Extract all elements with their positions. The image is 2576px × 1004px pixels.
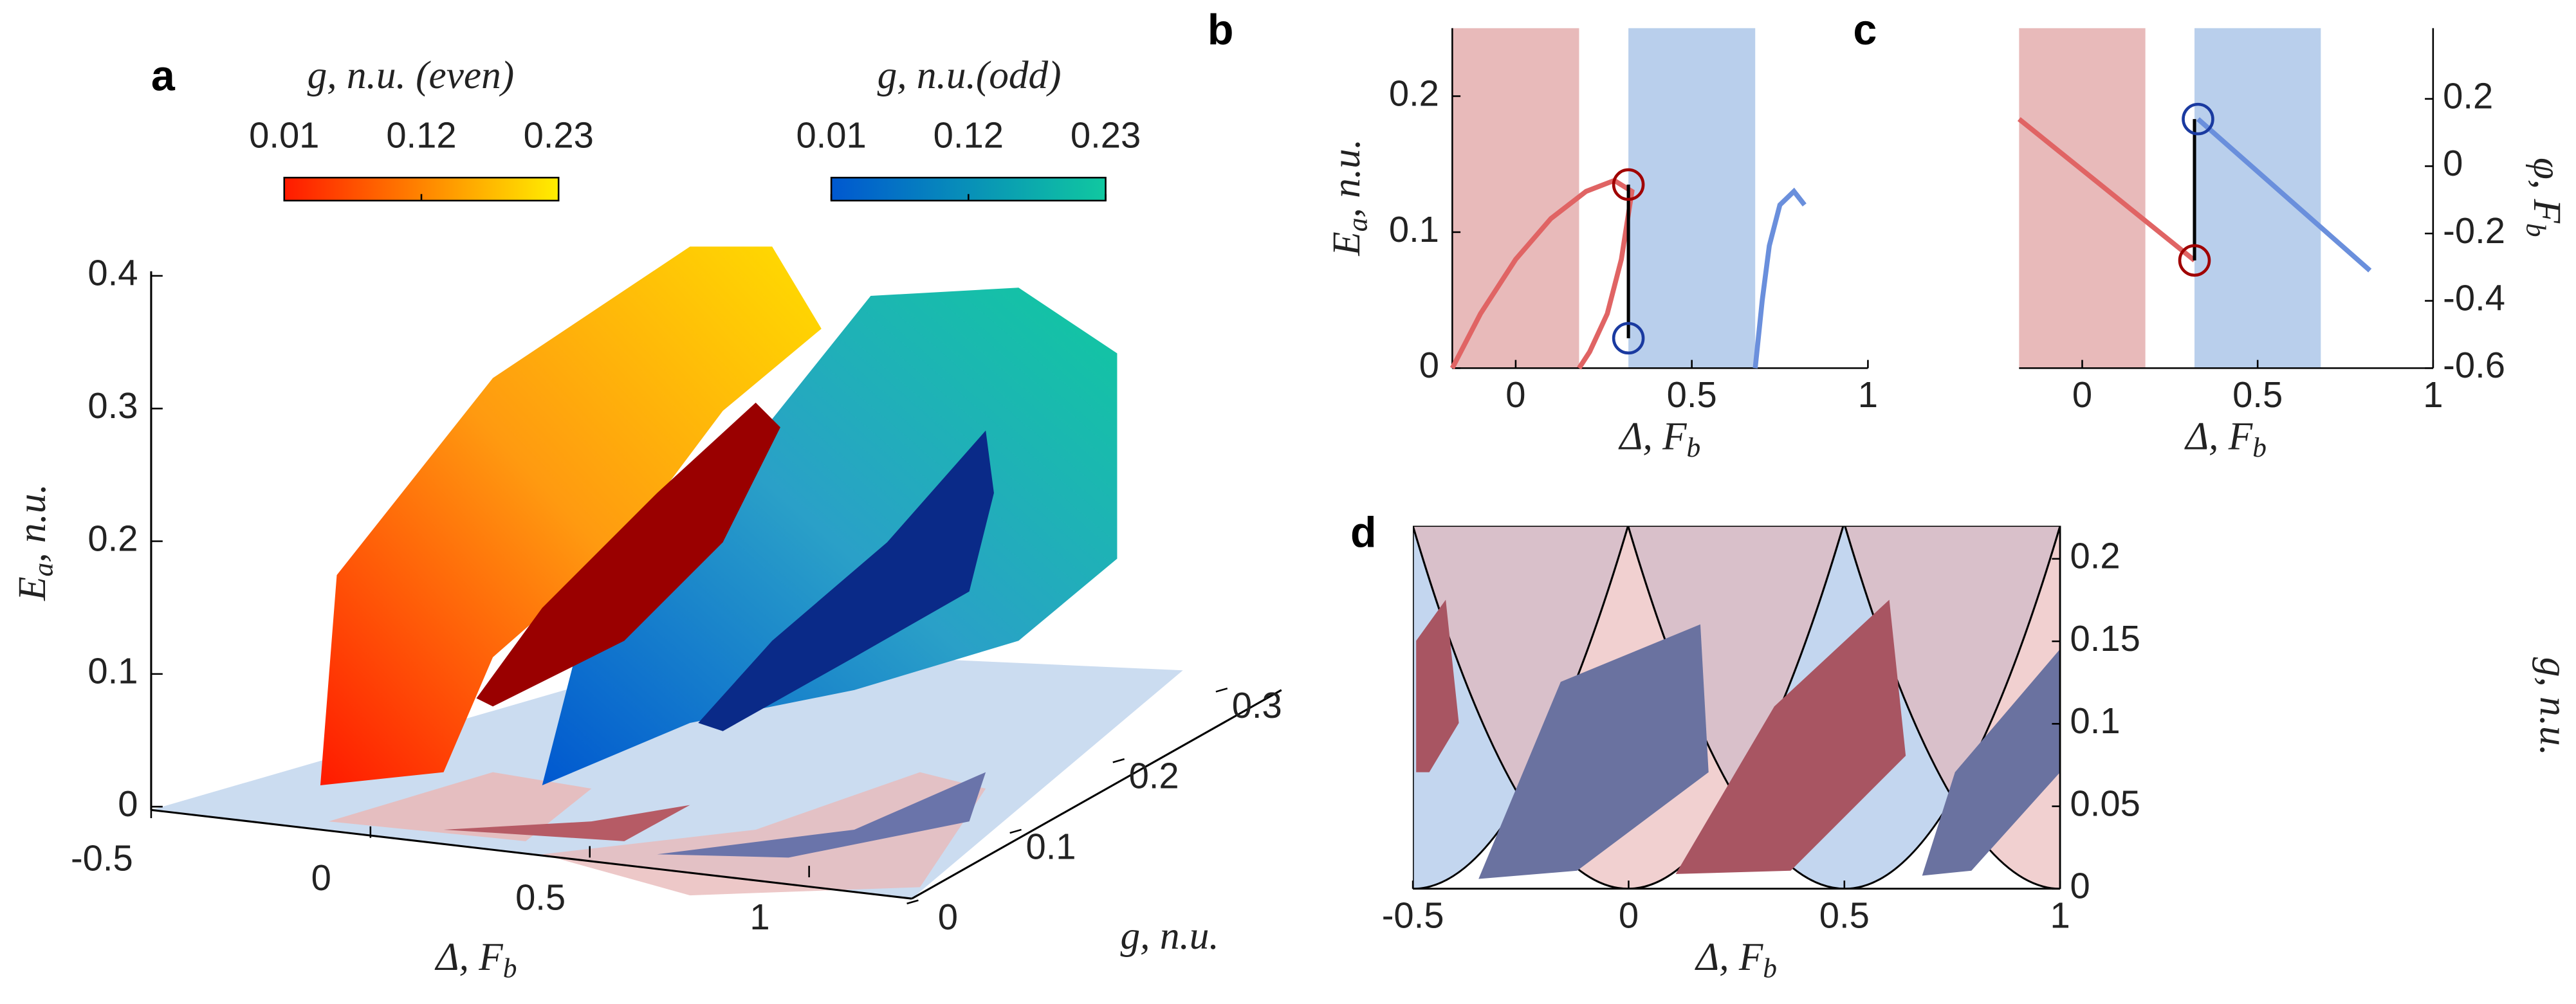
g-tick [906,899,919,905]
z-tick-label: 0.1 [87,651,138,691]
label-part: b [2521,223,2552,237]
y-tick-label: 0.1 [2070,700,2121,741]
y-tick-label: -0.2 [2443,210,2505,251]
marker [1612,168,1645,201]
band [1628,28,1756,369]
x-tick-label: 0 [1619,895,1639,936]
marker [2182,102,2214,136]
colorbar-tick-label: 0.01 [249,115,319,156]
axis-label: Δ, Fb [2184,415,2267,463]
label-part: b [1687,432,1701,463]
surface-a [150,246,1282,900]
y-tick-label: 0 [2070,866,2090,906]
label-part: a [28,563,59,577]
x-tick-label: 0.5 [1667,374,1717,415]
axis-label: Ea, n.u. [10,484,59,601]
panel-label: a [151,52,176,100]
colorbar-tick-label: 0.23 [524,115,594,156]
y-tick-label: 0 [2443,143,2463,183]
band [2019,28,2146,369]
panel: 0 0.5 1 0 0.1 0.2 [1389,28,1878,415]
axis-label: Δ, Fb [1618,415,1701,463]
panel-label: b [1208,6,1234,54]
label-part: , n.u. [1325,139,1368,218]
panel-label: d [1350,509,1377,556]
g-tick-label: 0.1 [1026,826,1076,866]
z-tick-label: 0.3 [87,385,138,426]
label-part: b [503,953,517,984]
axis-label: g, n.u. [2532,657,2575,756]
colorbar-tick-label: 0.23 [1071,115,1141,156]
x-tick-label: -0.5 [1382,895,1444,936]
x-tick-label: 0 [1505,374,1525,415]
x-tick-label: 1 [750,897,769,937]
band [1452,28,1579,369]
y-tick-label: -0.4 [2443,278,2505,318]
y-tick-label: 0.2 [2070,536,2121,576]
axis-label: φ, Fb [2521,158,2569,237]
y-tick-label: 0.1 [1389,209,1439,250]
panel: -0.5 0 0.5 100.050.10.150.2 [1382,525,2140,936]
label-part: , n.u. [10,484,54,563]
panel-label: c [1853,6,1877,54]
line [2196,117,2372,273]
line [2017,117,2196,262]
marker [2178,244,2211,277]
g-tick [1215,688,1228,693]
x-tick-label: 1 [1858,374,1878,415]
label-part: E [10,576,54,601]
marker [1612,322,1645,355]
z-tick-label: 0 [118,783,138,824]
x-tick-label: 1 [2050,895,2070,936]
x-tick-label: 0.5 [515,877,566,918]
axis-label: Δ, Fb [434,935,517,983]
label-part: Δ, F [1618,415,1688,459]
label-part: b [2252,432,2267,463]
x-tick-label: 0 [311,857,331,898]
y-tick-label: 0.05 [2070,783,2140,823]
g-tick-label: 0 [938,897,958,937]
g-tick [1112,758,1125,763]
regions-d [1413,525,2061,889]
axis-label: Δ, Fb [1694,935,1777,983]
label-part: a [1342,218,1373,232]
colorbar-title: g, n.u.(odd) [878,53,1062,97]
colorbar-tick-label: 0.12 [934,115,1004,156]
line [1753,187,1807,369]
y-tick-label: -0.6 [2443,345,2505,385]
axis-label: Ea, n.u. [1325,139,1373,257]
y-tick-label: 0.2 [1389,73,1439,113]
colorbar-title: g, n.u. (even) [308,53,515,97]
axis-label: g, n.u. [1121,914,1219,958]
label-part: Δ, F [1694,935,1763,979]
z-tick-label: 0.4 [87,253,138,293]
x-tick-label: 1 [2423,374,2443,415]
label-part: φ, F [2525,158,2569,224]
y-tick-label: 0 [1419,345,1439,385]
y-tick-label: 0.2 [2443,76,2493,116]
label-part: Δ, F [2184,415,2253,459]
band [2194,28,2321,369]
x-tick-label: -0.5 [71,837,133,878]
label-part: E [1325,232,1368,256]
z-tick-label: 0.2 [87,518,138,558]
panel: 0 0.5 1-0.6 -0.4 -0.2 0 0.2 [2017,28,2505,415]
x-tick-label: 0.5 [1819,895,1870,936]
colorbar-tick-label: 0.12 [386,115,456,156]
x-tick-label: 0 [2072,374,2092,415]
label-part: b [1763,953,1777,984]
g-tick-label: 0.3 [1232,685,1282,726]
g-tick [1009,828,1022,834]
label-part: Δ, F [434,935,504,979]
colorbar-tick-label: 0.01 [796,115,866,156]
g-tick-label: 0.2 [1129,756,1179,796]
x-tick-label: 0.5 [2232,374,2283,415]
y-tick-label: 0.15 [2070,618,2140,659]
